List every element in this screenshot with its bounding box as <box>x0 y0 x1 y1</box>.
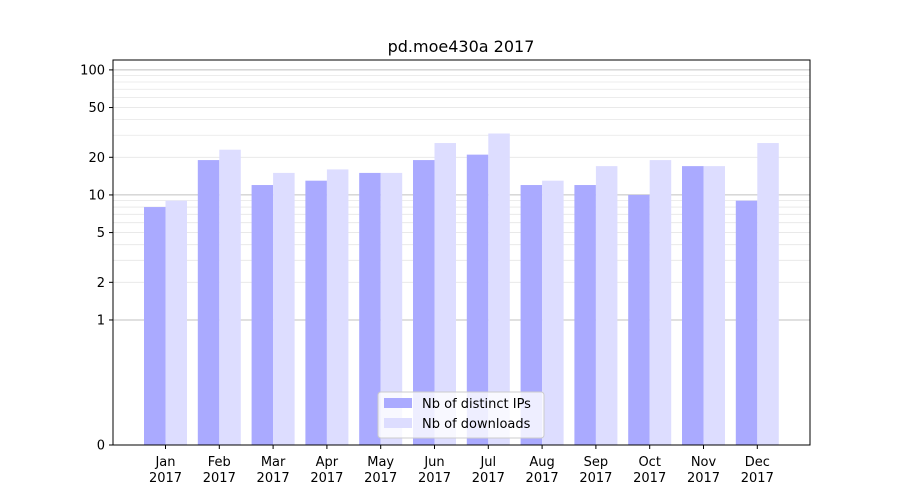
bar-distinct-ips <box>628 194 650 445</box>
bar-downloads <box>219 149 241 446</box>
x-tick-label-year: 2017 <box>741 471 774 486</box>
bar-downloads <box>542 180 564 445</box>
legend-label: Nb of distinct IPs <box>422 397 531 412</box>
x-tick-label-month: Mar <box>261 455 286 470</box>
bar-distinct-ips <box>197 160 220 445</box>
bar-distinct-ips <box>305 180 327 445</box>
x-tick-label-month: Nov <box>691 455 717 470</box>
bar-downloads <box>380 172 403 445</box>
x-tick-label-month: Apr <box>316 455 339 470</box>
y-axis: 0 1 2 5 10 20 50 100 <box>80 63 113 454</box>
legend: Nb of distinct IPs Nb of downloads <box>377 391 545 439</box>
bar-distinct-ips <box>413 160 435 445</box>
bars <box>144 133 779 446</box>
x-tick-label-year: 2017 <box>149 471 182 486</box>
y-tick-label: 10 <box>88 188 105 203</box>
y-tick-label: 0 <box>97 439 105 454</box>
y-tick-label: 1 <box>97 313 105 328</box>
bar-downloads <box>595 166 618 445</box>
bar-distinct-ips <box>144 207 166 445</box>
bar-downloads <box>165 200 187 445</box>
x-tick-label-month: Sep <box>584 455 609 470</box>
x-tick-label-month: Feb <box>208 455 231 470</box>
bar-distinct-ips <box>251 185 274 445</box>
legend-label: Nb of downloads <box>422 417 531 432</box>
y-tick-label: 5 <box>97 226 105 241</box>
x-tick-label-month: Aug <box>529 455 554 470</box>
y-tick-label: 100 <box>80 63 105 78</box>
bar-downloads <box>273 172 295 445</box>
bar-distinct-ips <box>359 172 381 445</box>
x-tick-label-year: 2017 <box>257 471 290 486</box>
y-tick-label: 20 <box>88 151 105 166</box>
x-tick-label-year: 2017 <box>687 471 720 486</box>
legend-swatch <box>384 418 412 428</box>
bar-distinct-ips <box>520 185 543 445</box>
bar-distinct-ips <box>574 185 596 445</box>
bar-distinct-ips <box>682 166 704 445</box>
bar-downloads <box>703 166 725 445</box>
x-tick-label-year: 2017 <box>310 471 343 486</box>
legend-box <box>377 391 545 439</box>
bar-downloads <box>757 143 779 445</box>
y-tick-label: 2 <box>97 276 105 291</box>
y-tick-label: 50 <box>88 101 105 116</box>
x-tick-label-year: 2017 <box>472 471 505 486</box>
x-tick-label-month: Dec <box>745 455 770 470</box>
x-tick-label-year: 2017 <box>633 471 666 486</box>
bar-downloads <box>649 160 672 445</box>
x-tick-label-year: 2017 <box>203 471 236 486</box>
bar-distinct-ips <box>735 200 758 445</box>
bar-downloads <box>488 133 510 445</box>
bar-downloads <box>326 169 349 445</box>
bar-downloads <box>434 143 456 445</box>
x-tick-label-year: 2017 <box>364 471 397 486</box>
x-tick-label-month: Jan <box>154 455 175 470</box>
x-tick-label-year: 2017 <box>579 471 612 486</box>
x-tick-label-month: Oct <box>638 455 660 470</box>
x-axis: Jan2017Feb2017Mar2017Apr2017May2017Jun20… <box>149 445 774 486</box>
x-tick-label-year: 2017 <box>418 471 451 486</box>
chart-title: pd.moe430a 2017 <box>388 37 535 56</box>
plot-frame <box>112 59 811 446</box>
bar-distinct-ips <box>466 154 489 446</box>
legend-swatch <box>384 398 412 408</box>
x-tick-label-month: Jun <box>423 455 444 470</box>
x-tick-label-year: 2017 <box>526 471 559 486</box>
x-tick-label-month: Jul <box>479 455 496 470</box>
x-tick-label-month: May <box>367 455 394 470</box>
